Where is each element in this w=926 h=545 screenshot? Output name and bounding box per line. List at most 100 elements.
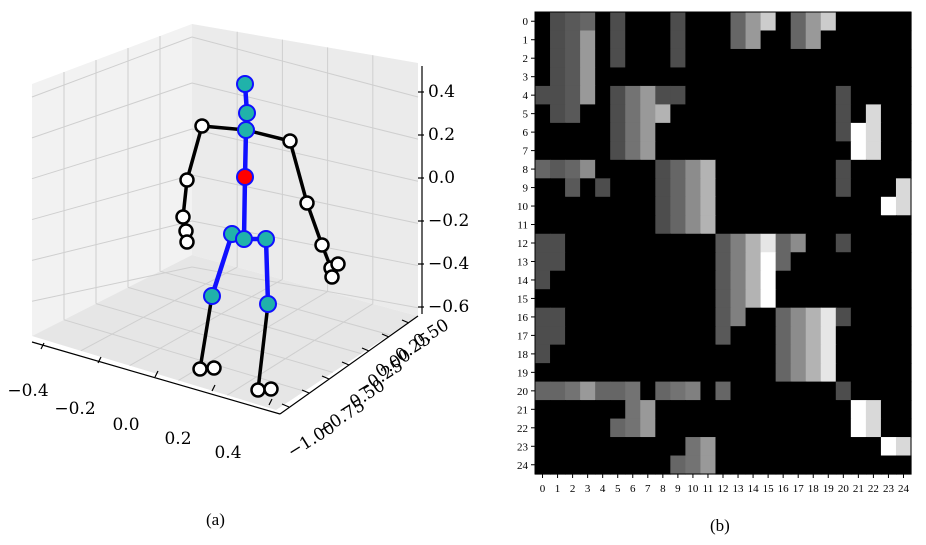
heatmap-cell	[715, 104, 732, 124]
heatmap-cell	[805, 233, 822, 253]
heatmap-cell	[760, 178, 777, 198]
heatmap-cell	[550, 48, 566, 69]
heatmap-cell	[850, 455, 867, 475]
heatmap-cell	[865, 455, 882, 475]
y-tick-mark	[321, 375, 330, 380]
heatmap-cell	[790, 344, 807, 364]
heatmap-cell	[715, 418, 732, 438]
heatmap-cell	[715, 12, 732, 32]
heatmap-cell	[685, 30, 702, 50]
heatmap-cell	[805, 30, 822, 50]
heatmap-cell	[730, 400, 747, 420]
heatmap-cell	[805, 215, 822, 235]
x-tick-label: 10	[687, 483, 699, 495]
heatmap-cell	[550, 67, 566, 87]
heatmap-cell	[775, 48, 792, 69]
heatmap-cell	[715, 307, 732, 327]
heatmap-cell	[640, 326, 656, 346]
x-tick-label: 0.0	[112, 415, 139, 435]
heatmap-cell	[640, 159, 656, 179]
heatmap-cell	[790, 104, 807, 124]
heatmap-cell	[625, 363, 641, 383]
heatmap-cell	[550, 12, 566, 32]
heatmap-cell	[685, 437, 702, 457]
x-tick-label: 5	[615, 483, 621, 495]
x-tick-label: 22	[868, 483, 879, 495]
heatmap-cell	[535, 437, 551, 457]
heatmap-cell	[880, 418, 897, 438]
x-tick-label: 9	[675, 483, 681, 495]
heatmap-cell	[580, 437, 596, 457]
y-tick-label: 12	[517, 238, 528, 250]
heatmap-cell	[670, 307, 686, 327]
heatmap-cell	[805, 141, 822, 161]
heatmap-cell	[850, 252, 867, 272]
heatmap-cell	[805, 307, 822, 327]
heatmap-cell	[895, 289, 912, 309]
heatmap-cell	[730, 159, 747, 179]
heatmap-cell	[610, 326, 626, 346]
heatmap-cell	[625, 141, 641, 161]
heatmap-cell	[565, 418, 581, 438]
heatmap-cell	[685, 381, 702, 401]
heatmap-cell	[760, 418, 777, 438]
heatmap-cell	[880, 196, 897, 216]
heatmap-cell	[775, 159, 792, 179]
heatmap-cell	[865, 252, 882, 272]
heatmap-cell	[820, 48, 837, 69]
heatmap-cell	[835, 344, 852, 364]
joint-root	[236, 168, 254, 186]
heatmap-cell	[565, 233, 581, 253]
heatmap-cell	[580, 178, 596, 198]
heatmap-cell	[670, 270, 686, 290]
heatmap-cell	[655, 437, 671, 457]
heatmap-cell	[820, 326, 837, 346]
heatmap-cell	[745, 196, 762, 216]
heatmap-cell	[820, 67, 837, 87]
x-tick-label: 14	[748, 483, 760, 495]
heatmap-cell	[715, 141, 732, 161]
x-tick-label: 8	[660, 483, 666, 495]
heatmap-cell	[790, 159, 807, 179]
heatmap-cell	[850, 400, 867, 420]
heatmap-cell	[865, 215, 882, 235]
heatmap-cell	[595, 67, 611, 87]
y-tick-label: 7	[523, 146, 529, 158]
heatmap-cell	[760, 122, 777, 142]
heatmap-cell	[580, 400, 596, 420]
heatmap-cell	[580, 48, 596, 69]
heatmap-cell	[880, 344, 897, 364]
heatmap-cell	[580, 252, 596, 272]
heatmap-cell	[895, 363, 912, 383]
heatmap-cell	[880, 289, 897, 309]
heatmap-cell	[745, 233, 762, 253]
x-tick-label: 3	[585, 483, 591, 495]
heatmap-cell	[700, 233, 717, 253]
heatmap-cell	[895, 307, 912, 327]
heatmap-cell	[580, 30, 596, 50]
heatmap-cell	[820, 85, 837, 105]
heatmap-cell	[760, 215, 777, 235]
heatmap-cell	[745, 270, 762, 290]
heatmap-cell	[580, 270, 596, 290]
x-tick-label: 11	[703, 483, 714, 495]
heatmap-cell	[820, 178, 837, 198]
heatmap-cell	[850, 381, 867, 401]
heatmap-cell	[595, 85, 611, 105]
z-tick-label: −0.6	[428, 297, 469, 317]
heatmap-cell	[700, 12, 717, 32]
heatmap-cell	[670, 252, 686, 272]
heatmap-cell	[820, 400, 837, 420]
heatmap-cell	[805, 381, 822, 401]
heatmap-cell	[655, 178, 671, 198]
heatmap-cell	[880, 437, 897, 457]
gridline	[31, 128, 193, 180]
z-tick-label: 0.4	[428, 82, 455, 102]
heatmap-cell	[775, 196, 792, 216]
heatmap-cell	[730, 215, 747, 235]
y-tick-label: 18	[517, 349, 529, 361]
heatmap-cell	[790, 437, 807, 457]
bone-limb	[198, 294, 214, 371]
heatmap-cell	[610, 159, 626, 179]
heatmap-cell	[700, 141, 717, 161]
